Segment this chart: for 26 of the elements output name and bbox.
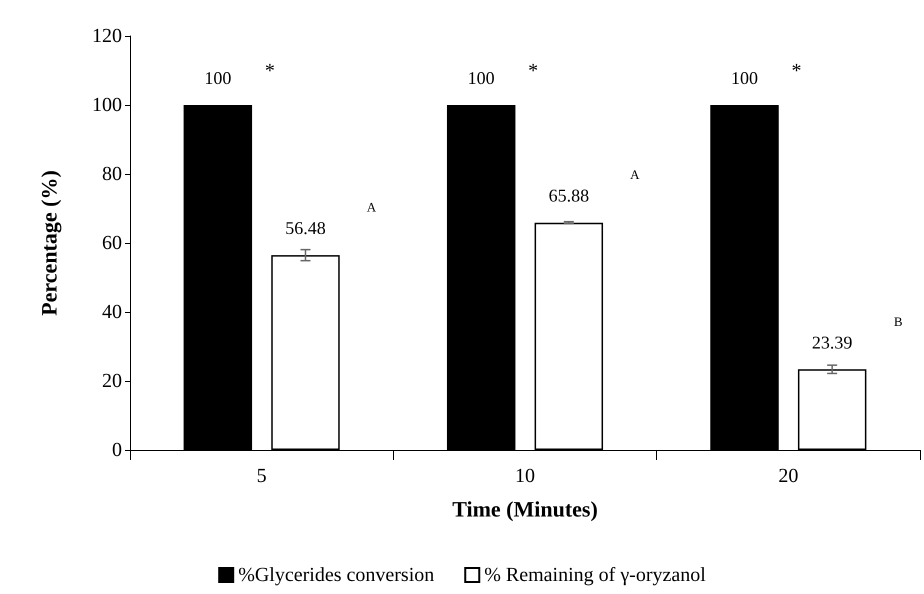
y-axis-title: Percentage (%) bbox=[36, 170, 62, 316]
annotation: * bbox=[264, 60, 275, 82]
data-label: 100 bbox=[204, 68, 232, 88]
x-axis-title: Time (Minutes) bbox=[452, 496, 598, 522]
x-tick-label: 20 bbox=[778, 465, 798, 487]
y-tick-label: 60 bbox=[102, 232, 122, 254]
y-tick-label: 40 bbox=[102, 301, 122, 323]
y-tick-label: 80 bbox=[102, 163, 122, 185]
data-label: 100 bbox=[468, 68, 495, 88]
annotation: A bbox=[366, 200, 377, 215]
y-tick-label: 100 bbox=[92, 94, 122, 116]
data-label: 100 bbox=[731, 68, 758, 88]
data-label: 23.39 bbox=[812, 332, 852, 352]
x-tick-label: 10 bbox=[515, 465, 535, 487]
x-tick-label: 5 bbox=[256, 465, 267, 487]
y-tick-label: 0 bbox=[112, 439, 122, 461]
annotation: * bbox=[792, 60, 802, 82]
annotation: B bbox=[894, 314, 903, 329]
y-tick-label: 20 bbox=[102, 370, 122, 392]
annotation: A bbox=[630, 167, 640, 182]
data-label: 56.48 bbox=[285, 218, 326, 238]
legend-label: %Glycerides conversion bbox=[238, 564, 434, 586]
legend-label: % Remaining of γ-oryzanol bbox=[484, 564, 706, 586]
data-label: 65.88 bbox=[548, 186, 590, 206]
annotation: * bbox=[528, 60, 538, 82]
y-tick-label: 120 bbox=[92, 25, 122, 47]
